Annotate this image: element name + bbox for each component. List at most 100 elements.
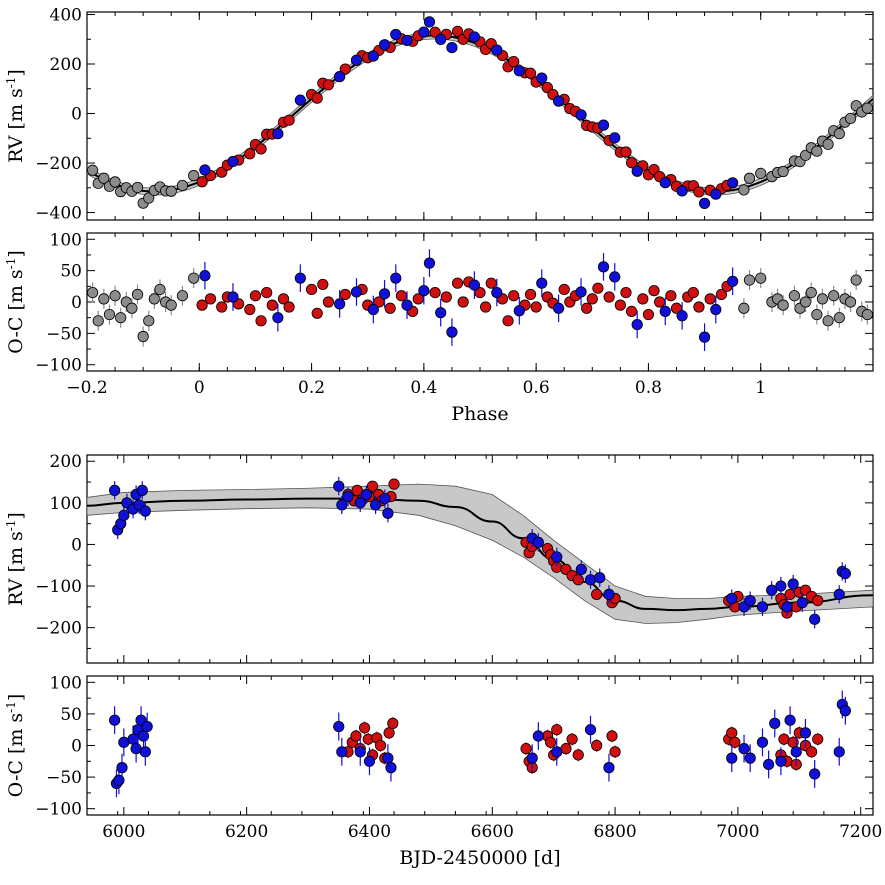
data-point <box>383 727 395 739</box>
y-tick-label: 100 <box>50 494 82 514</box>
data-point <box>558 283 570 296</box>
data-point <box>597 119 610 131</box>
data-point <box>379 493 391 505</box>
y-tick-label: −50 <box>46 768 82 788</box>
data-point <box>367 50 379 62</box>
data-point <box>769 717 781 729</box>
data-point <box>334 71 346 83</box>
data-point <box>609 132 621 144</box>
data-point <box>342 490 354 503</box>
y-axis-title: O-C [m s-1] <box>4 250 27 354</box>
data-point <box>165 185 177 197</box>
panel-time-rv: −200 −100 0 100 200 RV [m s-1] <box>4 452 874 664</box>
data-point <box>244 148 256 160</box>
data-point <box>738 743 750 755</box>
data-point <box>811 145 823 157</box>
data-point <box>833 746 845 758</box>
data-point <box>154 283 166 296</box>
data-point <box>141 720 153 733</box>
data-point <box>620 146 632 158</box>
data-point <box>861 102 873 114</box>
data-point <box>614 299 626 311</box>
data-point <box>395 290 407 302</box>
data-point <box>366 480 379 492</box>
data-point <box>648 285 660 297</box>
data-point <box>809 768 821 780</box>
data-point <box>704 293 716 305</box>
data-point <box>244 303 256 316</box>
data-point <box>799 727 812 739</box>
data-point <box>775 755 787 767</box>
data-point <box>575 563 587 576</box>
data-point <box>575 109 587 121</box>
data-point <box>384 302 396 314</box>
data-point <box>676 310 688 322</box>
y-tick-label: 400 <box>50 5 82 25</box>
data-point <box>508 55 520 68</box>
data-point <box>805 286 817 299</box>
data-point <box>520 743 532 755</box>
data-point <box>693 301 705 313</box>
data-point <box>370 499 382 511</box>
data-point <box>524 288 537 301</box>
data-point <box>204 293 217 305</box>
data-point <box>367 303 379 316</box>
data-point <box>118 509 130 521</box>
data-point <box>659 177 671 189</box>
x-tick-label: 6600 <box>471 822 514 842</box>
data-point <box>491 286 503 299</box>
data-point <box>676 185 688 197</box>
data-point <box>552 95 565 107</box>
data-point <box>115 312 127 324</box>
data-point <box>755 167 767 180</box>
data-point <box>336 746 348 758</box>
data-point <box>401 34 413 47</box>
x-tick-label: 6200 <box>225 822 268 842</box>
data-point <box>659 305 671 318</box>
data-point <box>508 290 520 302</box>
data-point <box>790 746 802 758</box>
data-point <box>350 54 363 66</box>
data-point <box>423 257 436 269</box>
data-point <box>378 39 391 51</box>
x-axis-title: BJD-2450000 [d] <box>399 847 560 869</box>
data-point <box>255 315 267 327</box>
x-tick-label: 1 <box>755 378 766 398</box>
panel-time-oc: −100 −50 0 50 100 6000 6200 6400 6600 6800 7000 720… <box>4 673 882 869</box>
y-axis-title-close: ] <box>5 512 27 519</box>
data-point <box>777 165 789 178</box>
data-point <box>92 315 104 327</box>
data-point <box>744 594 756 607</box>
data-point <box>485 277 497 289</box>
phase-rv-points <box>87 16 873 209</box>
data-point <box>143 315 155 327</box>
data-point <box>606 730 618 742</box>
data-point <box>272 128 284 140</box>
data-point <box>766 584 778 596</box>
data-point <box>311 307 323 319</box>
y-axis-title-close: ] <box>5 69 27 76</box>
data-point <box>148 293 160 305</box>
data-point <box>283 301 295 313</box>
y-axis-title-close: ] <box>5 694 27 701</box>
data-point <box>401 299 413 311</box>
data-point <box>378 288 391 300</box>
data-point <box>216 301 228 313</box>
data-point <box>642 308 655 321</box>
data-point <box>631 318 643 331</box>
x-tick-label: 0.8 <box>635 378 662 398</box>
data-point <box>196 299 208 311</box>
data-point <box>480 301 492 313</box>
data-point <box>572 749 584 761</box>
data-point <box>755 272 767 284</box>
data-point <box>524 67 537 79</box>
data-point <box>137 730 150 742</box>
data-point <box>98 293 110 305</box>
data-point <box>451 277 464 289</box>
data-point <box>388 478 400 490</box>
data-point <box>199 164 211 176</box>
data-point <box>351 484 363 496</box>
data-point <box>199 270 211 282</box>
data-point <box>637 293 649 305</box>
time-rv-points <box>109 477 851 629</box>
